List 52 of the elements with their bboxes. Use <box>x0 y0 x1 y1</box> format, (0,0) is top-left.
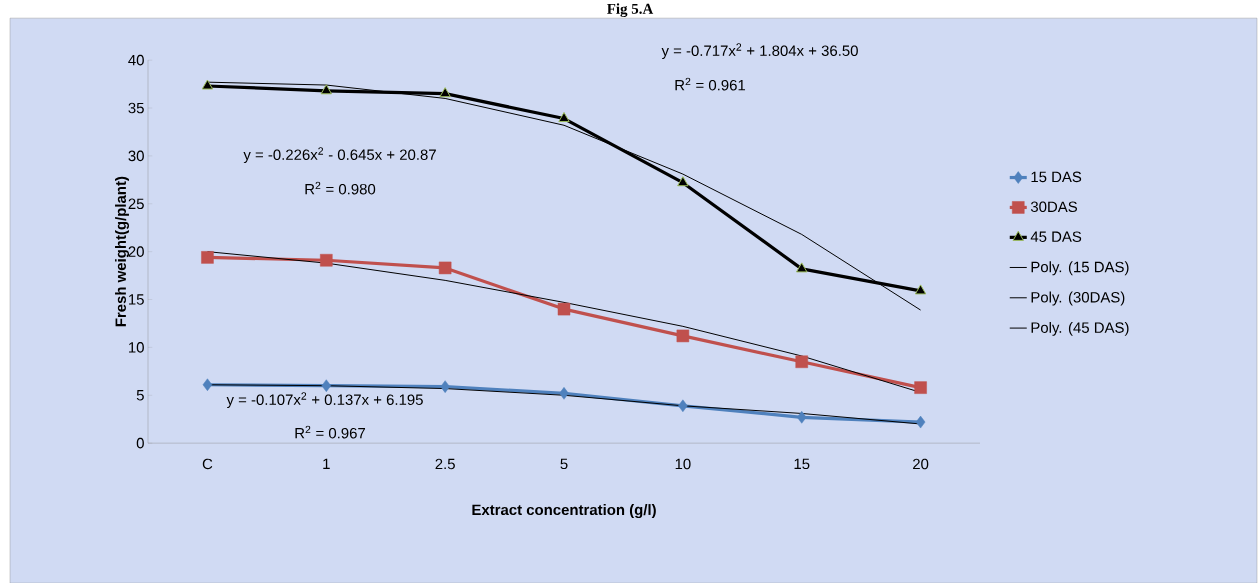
point <box>559 386 569 400</box>
legend-label: 30DAS <box>1030 201 1078 212</box>
point <box>678 399 688 412</box>
x-tick-label: 1 <box>323 458 330 469</box>
x-tick-label: 5 <box>560 458 568 469</box>
point <box>677 176 689 187</box>
point <box>202 378 213 391</box>
legend-label: Poly. (45 DAS) <box>1031 321 1129 336</box>
y-tick-label: 0 <box>136 437 144 449</box>
legend-label: Poly. (15 DAS) <box>1031 261 1129 276</box>
y-tick-label: 40 <box>128 54 144 66</box>
point <box>439 86 451 97</box>
point <box>796 410 807 424</box>
y-tick-label: 15 <box>129 294 144 305</box>
point <box>440 380 450 393</box>
point <box>201 250 214 264</box>
point <box>676 329 690 342</box>
y-axis-title: Fresh weight(g/plant) <box>115 176 130 327</box>
chart-title: Fig 5.A <box>607 3 654 17</box>
legend-label: Poly. (30DAS) <box>1031 291 1125 306</box>
point <box>320 253 333 267</box>
x-tick-label: 15 <box>794 458 810 469</box>
point <box>914 284 927 295</box>
point <box>557 302 571 316</box>
annotation: y = -0.107x$^{2}$ + 0.137x + 6.195 <box>226 392 423 408</box>
y-tick-label: 25 <box>128 198 144 209</box>
y-tick-label: 5 <box>136 389 144 401</box>
point <box>201 79 214 90</box>
legend-label: 45 DAS <box>1030 231 1082 242</box>
y-tick-label: 30 <box>128 150 144 162</box>
y-tick-label: 20 <box>128 246 144 257</box>
point <box>795 355 808 368</box>
x-tick-label: 10 <box>675 458 691 470</box>
annotation: R$^{2}$ = 0.967 <box>295 425 366 439</box>
x-axis-title: Extract concentration (g/l) <box>472 503 656 518</box>
point <box>915 415 926 429</box>
annotation: R$^{2}$ = 0.980 <box>305 181 376 195</box>
text: y = -0.717x$^{2}$ + 1.804x + 36.50 <box>661 43 858 59</box>
legend-label: 15 DAS <box>1031 171 1082 182</box>
x-tick-label: 2.5 <box>435 458 455 470</box>
point <box>321 379 332 392</box>
x-tick-label: C <box>202 458 213 470</box>
annotation: R$^{2}$ = 0.961 <box>675 77 746 91</box>
annotation: y = -0.226x$^{2}$ - 0.645x + 20.87 <box>243 147 436 163</box>
x-tick-label: 20 <box>913 458 929 470</box>
point <box>796 262 808 273</box>
point <box>438 261 452 274</box>
y-tick-label: 10 <box>129 341 144 353</box>
y-tick-label: 35 <box>128 102 144 114</box>
point <box>914 381 927 394</box>
point <box>320 84 332 95</box>
point <box>558 111 570 122</box>
